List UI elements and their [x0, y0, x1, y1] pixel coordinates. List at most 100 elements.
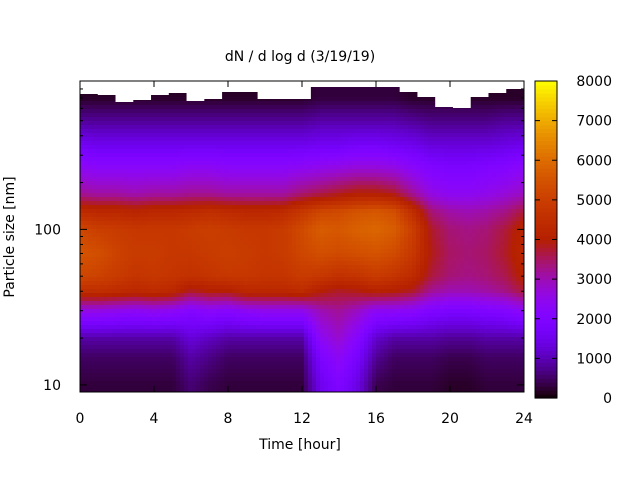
heatmap-cell — [236, 201, 241, 206]
heatmap-cell — [236, 189, 241, 194]
heatmap-cell — [128, 345, 133, 350]
heatmap-cell — [228, 329, 233, 334]
heatmap-cell — [240, 349, 245, 354]
heatmap-cell — [180, 129, 185, 134]
heatmap-cell — [108, 233, 113, 238]
heatmap-cell — [244, 125, 249, 130]
heatmap-cell — [328, 269, 333, 274]
heatmap-cell — [332, 197, 337, 202]
heatmap-cell — [316, 165, 321, 170]
heatmap-cell — [108, 285, 113, 290]
heatmap-cell — [272, 221, 277, 226]
heatmap-cell — [184, 157, 189, 162]
heatmap-cell — [92, 337, 97, 342]
heatmap-cell — [196, 313, 201, 318]
heatmap-cell — [156, 201, 161, 206]
heatmap-cell — [248, 201, 253, 206]
heatmap-cell — [324, 313, 329, 318]
heatmap-cell — [164, 333, 169, 338]
heatmap-cell — [116, 269, 121, 274]
heatmap-cell — [244, 201, 249, 206]
heatmap-cell — [288, 133, 293, 138]
heatmap-cell — [156, 385, 161, 390]
heatmap-cell — [312, 113, 317, 118]
heatmap-cell — [240, 149, 245, 154]
heatmap-cell — [272, 373, 277, 378]
heatmap-cell — [176, 289, 181, 294]
heatmap-cell — [152, 245, 157, 250]
heatmap-cell — [128, 105, 133, 110]
heatmap-cell — [204, 345, 209, 350]
heatmap-cell — [320, 137, 325, 142]
heatmap-cell — [100, 293, 105, 298]
heatmap-cell — [224, 353, 229, 358]
heatmap-cell — [224, 253, 229, 258]
heatmap-cell — [232, 249, 237, 254]
heatmap-cell — [220, 185, 225, 190]
heatmap-cell — [160, 109, 165, 114]
heatmap-cell — [164, 261, 169, 266]
heatmap-cell — [132, 213, 137, 218]
heatmap-cell — [220, 225, 225, 230]
heatmap-cell — [276, 173, 281, 178]
heatmap-cell — [132, 181, 137, 186]
heatmap-cell — [196, 297, 201, 302]
heatmap-cell — [128, 389, 133, 392]
heatmap-cell — [304, 349, 309, 354]
heatmap-cell — [200, 301, 205, 306]
heatmap-cell — [320, 145, 325, 150]
heatmap-cell — [220, 253, 225, 258]
heatmap-cell — [152, 357, 157, 362]
heatmap-cell — [120, 305, 125, 310]
heatmap-cell — [252, 97, 257, 102]
heatmap-cell — [132, 305, 137, 310]
heatmap-cell — [220, 237, 225, 242]
heatmap-cell — [256, 305, 261, 310]
heatmap-cell — [196, 141, 201, 146]
heatmap-cell — [164, 377, 169, 382]
heatmap-cell — [292, 285, 297, 290]
heatmap-cell — [280, 301, 285, 306]
heatmap-cell — [216, 241, 221, 246]
heatmap-cell — [268, 233, 273, 238]
heatmap-cell — [248, 377, 253, 382]
heatmap-cell — [100, 189, 105, 194]
heatmap-cell — [188, 149, 193, 154]
heatmap-cell — [232, 105, 237, 110]
heatmap-cell — [240, 305, 245, 310]
heatmap-cell — [228, 173, 233, 178]
heatmap-cell — [212, 241, 217, 246]
heatmap-cell — [192, 297, 197, 302]
heatmap-cell — [284, 289, 289, 294]
heatmap-cell — [260, 349, 265, 354]
heatmap-cell — [236, 121, 241, 126]
heatmap-cell — [156, 149, 161, 154]
heatmap-cell — [196, 253, 201, 258]
heatmap-cell — [176, 349, 181, 354]
heatmap-cell — [324, 389, 329, 392]
heatmap-cell — [192, 289, 197, 294]
heatmap-cell — [308, 125, 313, 130]
heatmap-cell — [136, 293, 141, 298]
heatmap-cell — [136, 313, 141, 318]
heatmap-cell — [192, 113, 197, 118]
heatmap-cell — [184, 193, 189, 198]
heatmap-cell — [232, 149, 237, 154]
heatmap-cell — [292, 209, 297, 214]
heatmap-cell — [112, 149, 117, 154]
heatmap-cell — [164, 193, 169, 198]
heatmap-cell — [288, 109, 293, 114]
heatmap-cell — [92, 169, 97, 174]
heatmap-cell — [244, 165, 249, 170]
heatmap-cell — [216, 309, 221, 314]
heatmap-cell — [268, 109, 273, 114]
heatmap-cell — [88, 105, 93, 110]
heatmap-cell — [256, 285, 261, 290]
heatmap-cell — [116, 161, 121, 166]
heatmap-cell — [264, 237, 269, 242]
heatmap-cell — [224, 333, 229, 338]
heatmap-cell — [296, 373, 301, 378]
heatmap-cell — [108, 177, 113, 182]
heatmap-cell — [216, 245, 221, 250]
heatmap-cell — [244, 233, 249, 238]
